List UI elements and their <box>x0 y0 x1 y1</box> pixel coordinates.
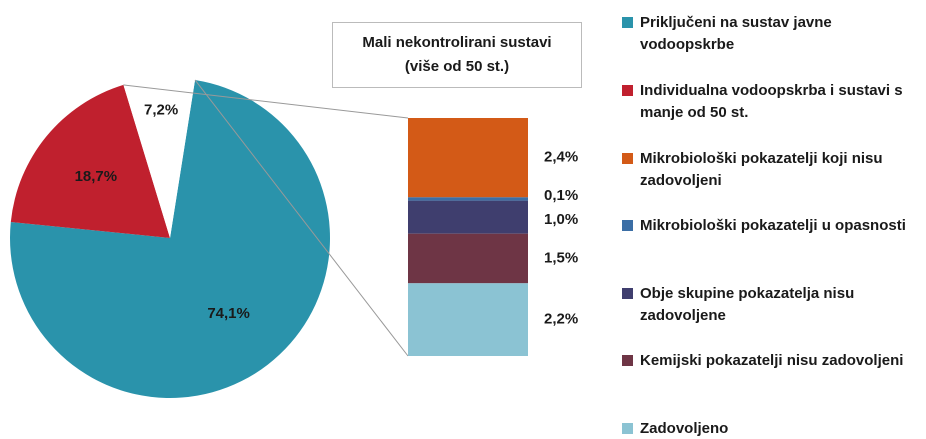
bar-segment <box>408 118 528 198</box>
legend-item: Obje skupine pokazatelja nisu zadovoljen… <box>622 283 922 327</box>
legend-item: Kemijski pokazatelji nisu zadovoljeni <box>622 350 922 372</box>
legend-item: Priključeni na sustav javne vodoopskrbe <box>622 12 922 56</box>
legend-label: Priključeni na sustav javne vodoopskrbe <box>640 14 832 53</box>
legend-swatch <box>622 423 633 434</box>
bar-label: 1,5% <box>544 249 578 266</box>
pie-slice <box>123 77 196 238</box>
legend-label: Kemijski pokazatelji nisu zadovoljeni <box>640 352 904 369</box>
slice-label: 18,7% <box>75 168 118 185</box>
legend-item: Mikrobiološki pokazatelji u opasnosti <box>622 215 922 237</box>
legend-label: Obje skupine pokazatelja nisu zadovoljen… <box>640 285 855 324</box>
legend-label: Zadovoljeno <box>640 420 729 437</box>
legend-label: Mikrobiološki pokazatelji u opasnosti <box>640 217 906 234</box>
bar-segment <box>408 200 528 234</box>
legend-label: Mikrobiološki pokazatelji koji nisu zado… <box>640 150 883 189</box>
bar-label: 2,2% <box>544 311 578 328</box>
legend-swatch <box>622 220 633 231</box>
bar-label: 0,1% <box>544 187 578 204</box>
legend-swatch <box>622 153 633 164</box>
connector <box>123 84 409 119</box>
legend-item: Individualna vodoopskrba i sustavi s man… <box>622 80 922 124</box>
connector <box>194 79 409 357</box>
legend-item: Zadovoljeno <box>622 418 922 439</box>
legend-label: Individualna vodoopskrba i sustavi s man… <box>640 82 903 121</box>
slice-label: 74,1% <box>207 305 250 322</box>
legend-item: Mikrobiološki pokazatelji koji nisu zado… <box>622 148 922 192</box>
bar-label: 2,4% <box>544 149 578 166</box>
legend-swatch <box>622 288 633 299</box>
legend-swatch <box>622 17 633 28</box>
bar-label: 1,0% <box>544 211 578 228</box>
bar-segment <box>408 283 528 356</box>
pie-slice <box>10 79 330 399</box>
slice-label: 7,2% <box>144 101 178 118</box>
legend-swatch <box>622 355 633 366</box>
sub-chart-title: Mali nekontrolirani sustavi (više od 50 … <box>332 22 582 88</box>
bar-segment <box>408 233 528 284</box>
legend-swatch <box>622 85 633 96</box>
bar-segment <box>408 197 528 201</box>
pie-slice <box>10 84 171 238</box>
